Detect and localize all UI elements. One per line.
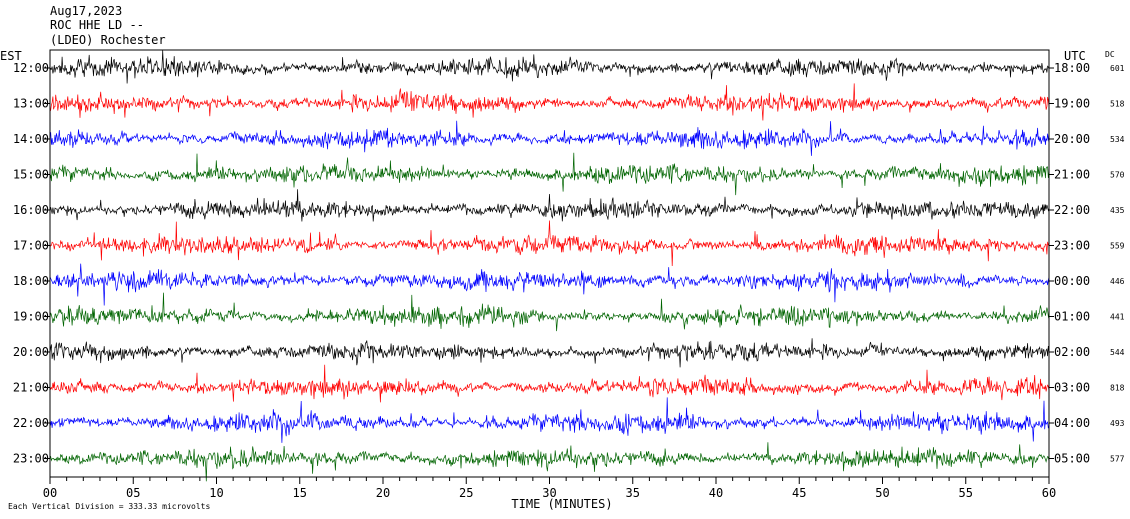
header-network: (LDEO) Rochester bbox=[50, 33, 166, 47]
x-tick-label: 15 bbox=[293, 486, 307, 500]
utc-label: 18:00 bbox=[1054, 61, 1090, 75]
trace-row-3 bbox=[49, 120, 1050, 156]
plot-frame bbox=[49, 49, 1050, 478]
dc-value: 534 bbox=[1110, 135, 1125, 144]
trace-row-12 bbox=[49, 442, 1050, 482]
x-tick-label: 10 bbox=[209, 486, 223, 500]
x-tick-label: 50 bbox=[875, 486, 889, 500]
x-tick-label: 55 bbox=[959, 486, 973, 500]
trace-row-11 bbox=[49, 397, 1050, 443]
est-label: 20:00 bbox=[13, 345, 49, 359]
trace-row-4 bbox=[49, 152, 1050, 196]
header-station: ROC HHE LD -- bbox=[50, 18, 144, 32]
trace-row-10 bbox=[49, 364, 1050, 403]
utc-label: 01:00 bbox=[1054, 310, 1090, 324]
scale-text: Each Vertical Division = 333.33 microvol… bbox=[8, 502, 210, 511]
est-label: 21:00 bbox=[13, 381, 49, 395]
utc-label: 03:00 bbox=[1054, 381, 1090, 395]
dc-value: 601 bbox=[1110, 64, 1125, 73]
dc-value: 518 bbox=[1110, 100, 1125, 109]
dc-axis-label: DC bbox=[1105, 50, 1115, 59]
x-tick-label: 45 bbox=[792, 486, 806, 500]
utc-label: 22:00 bbox=[1054, 203, 1090, 217]
dc-value: 435 bbox=[1110, 206, 1125, 215]
est-label: 19:00 bbox=[13, 310, 49, 324]
x-tick-label: 20 bbox=[376, 486, 390, 500]
est-label: 12:00 bbox=[13, 61, 49, 75]
trace-row-6 bbox=[49, 220, 1050, 267]
est-label: 22:00 bbox=[13, 416, 49, 430]
est-label: 13:00 bbox=[13, 97, 49, 111]
est-label: 23:00 bbox=[13, 452, 49, 466]
trace-row-9 bbox=[49, 338, 1050, 368]
est-label: 15:00 bbox=[13, 168, 49, 182]
x-tick-label: 30 bbox=[542, 486, 556, 500]
axis-labels: 12:00 18:00 601 13:00 19:00 518 14:00 20:00 534 1… bbox=[0, 49, 1125, 511]
utc-label: 20:00 bbox=[1054, 132, 1090, 146]
est-axis-label: EST bbox=[0, 49, 22, 63]
trace-row-2 bbox=[49, 83, 1050, 121]
utc-label: 05:00 bbox=[1054, 452, 1090, 466]
utc-label: 19:00 bbox=[1054, 97, 1090, 111]
dc-value: 559 bbox=[1110, 242, 1125, 251]
utc-label: 00:00 bbox=[1054, 274, 1090, 288]
utc-label: 23:00 bbox=[1054, 239, 1090, 253]
dc-value: 577 bbox=[1110, 455, 1125, 464]
trace-row-8 bbox=[49, 292, 1050, 332]
trace-row-7 bbox=[49, 263, 1050, 306]
dc-value: 493 bbox=[1110, 419, 1125, 428]
x-tick-label: 35 bbox=[626, 486, 640, 500]
dc-value: 544 bbox=[1110, 348, 1125, 357]
seismogram-traces bbox=[49, 50, 1050, 482]
x-tick-label: 25 bbox=[459, 486, 473, 500]
x-tick-label: 05 bbox=[126, 486, 140, 500]
est-label: 18:00 bbox=[13, 274, 49, 288]
dc-value: 818 bbox=[1110, 384, 1125, 393]
axis-ticks bbox=[44, 67, 1054, 484]
x-tick-label: 40 bbox=[709, 486, 723, 500]
est-label: 17:00 bbox=[13, 239, 49, 253]
dc-value: 570 bbox=[1110, 171, 1125, 180]
dc-value: 441 bbox=[1110, 313, 1125, 322]
trace-row-5 bbox=[49, 189, 1050, 222]
trace-row-1 bbox=[49, 50, 1050, 84]
utc-label: 21:00 bbox=[1054, 168, 1090, 182]
utc-label: 02:00 bbox=[1054, 345, 1090, 359]
utc-axis-label: UTC bbox=[1064, 49, 1086, 63]
est-label: 16:00 bbox=[13, 203, 49, 217]
x-tick-label: 00 bbox=[43, 486, 57, 500]
est-label: 14:00 bbox=[13, 132, 49, 146]
x-tick-label: 60 bbox=[1042, 486, 1056, 500]
header-date: Aug17,2023 bbox=[50, 4, 123, 18]
utc-label: 04:00 bbox=[1054, 416, 1090, 430]
x-axis-label: TIME (MINUTES) bbox=[511, 497, 612, 511]
dc-value: 446 bbox=[1110, 277, 1125, 286]
